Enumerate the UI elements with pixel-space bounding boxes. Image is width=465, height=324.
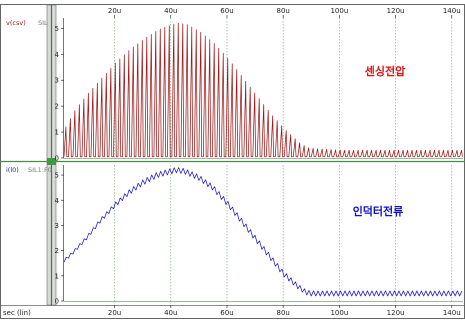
x-tick-label-top: 80u [276,7,289,15]
y-tick-label: 5 [55,172,59,180]
series-label-extra: SIL1:F0 [28,166,52,174]
x-tick-label-top: 20u [108,7,121,15]
x-tick-label-top: 140u [443,7,461,15]
x-tick-label-top: 120u [387,7,405,15]
y-tick-label: 4 [55,197,60,205]
y-tick-label: 2 [55,103,59,111]
x-tick-label-top: 60u [220,7,233,15]
y-tick-label: 5 [55,25,59,33]
y-tick-label: 1 [55,129,59,137]
series-label-extra: SIL [38,19,48,27]
waveform-trace-1 [63,167,463,297]
series-label: i(l0) [6,166,19,174]
y-tick-label: 1 [55,272,59,280]
x-tick-label-bottom: 20u [108,309,121,317]
x-tick-label-bottom: 120u [387,309,405,317]
waveform-trace-0 [63,22,463,158]
y-tick-label: 0 [55,155,59,163]
x-tick-label-bottom: 100u [330,309,348,317]
y-tick-label: 0 [55,298,59,306]
y-tick-label: 2 [55,247,59,255]
x-tick-label-bottom: 60u [220,309,233,317]
annotation-label: 센싱전압 [365,64,405,78]
x-tick-label-top: 40u [164,7,177,15]
y-tick-label: 3 [55,222,59,230]
divider-handle[interactable] [47,158,56,165]
x-axis-label: sec (lin) [3,309,31,317]
annotation-label: 인덕터전류 [353,204,404,218]
x-tick-label-bottom: 40u [164,309,177,317]
y-tick-label: 3 [55,77,59,85]
x-tick-label-bottom: 80u [276,309,289,317]
x-tick-label-top: 100u [330,7,348,15]
series-label: v(csv) [6,19,26,27]
y-tick-label: 4 [55,51,60,59]
x-tick-label-bottom: 140u [443,309,461,317]
